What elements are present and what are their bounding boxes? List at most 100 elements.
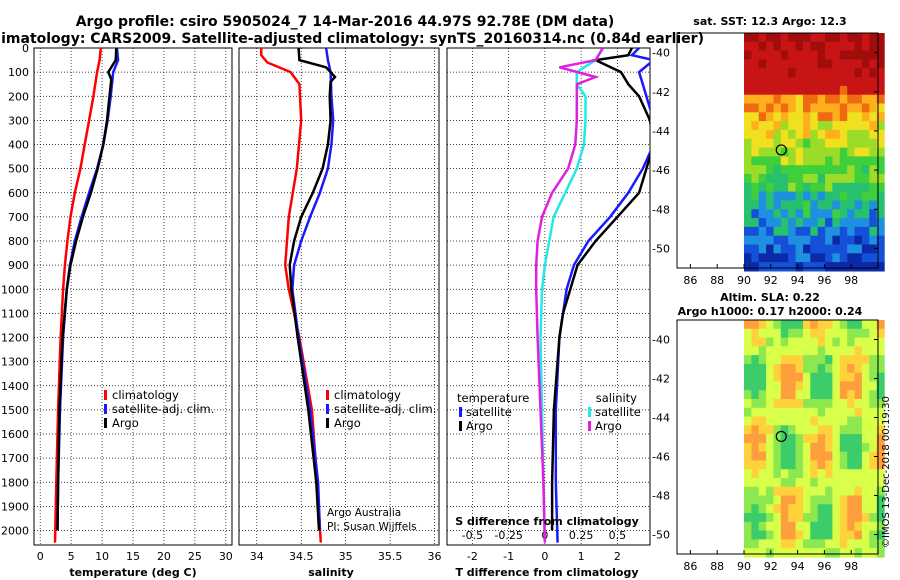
map-cell bbox=[788, 41, 797, 52]
map-cell bbox=[788, 363, 797, 374]
map-cell bbox=[788, 138, 797, 149]
map-cell bbox=[795, 129, 804, 140]
map-cell bbox=[758, 355, 767, 365]
map-cell bbox=[773, 363, 782, 374]
map-cell bbox=[869, 50, 878, 60]
map-cell bbox=[810, 94, 819, 105]
map-cell bbox=[773, 504, 782, 514]
map-cell bbox=[854, 77, 863, 87]
map-cell bbox=[744, 504, 752, 514]
map-cell bbox=[869, 451, 878, 461]
y-tick-label: 1100 bbox=[1, 307, 29, 320]
map-cell bbox=[854, 200, 863, 210]
map-cell bbox=[773, 253, 782, 263]
x-tick-label: 1 bbox=[578, 550, 585, 563]
map-cell bbox=[869, 504, 878, 514]
map-cell bbox=[847, 442, 856, 453]
map-cell bbox=[795, 121, 804, 131]
map-cell bbox=[751, 77, 760, 87]
x-axis-label: T difference from climatology bbox=[455, 566, 638, 579]
map-cell bbox=[758, 50, 767, 60]
map-cell bbox=[869, 328, 878, 339]
map-cell bbox=[854, 33, 863, 43]
map-cell bbox=[810, 469, 819, 479]
map-cell bbox=[773, 451, 782, 461]
map-cell bbox=[869, 209, 878, 219]
x-tick-label: 86 bbox=[683, 274, 697, 287]
map-cell bbox=[780, 495, 789, 505]
map-cell bbox=[861, 235, 870, 246]
map-cell bbox=[854, 442, 863, 453]
map-cell bbox=[766, 138, 775, 149]
map-cell bbox=[876, 495, 885, 505]
map-cell bbox=[788, 355, 797, 365]
map-cell bbox=[810, 191, 819, 201]
argo-position-marker bbox=[775, 430, 787, 443]
map-cell bbox=[780, 191, 789, 201]
map-cell bbox=[810, 407, 819, 418]
map-cell bbox=[847, 174, 856, 184]
map-cell bbox=[795, 94, 804, 105]
map-cell bbox=[869, 478, 878, 488]
map-cell bbox=[758, 33, 767, 43]
map-cell bbox=[825, 235, 834, 246]
map-cell bbox=[876, 165, 885, 175]
map-cell bbox=[839, 486, 848, 497]
map-cell bbox=[810, 253, 819, 263]
map-cell bbox=[817, 530, 826, 540]
map-cell bbox=[861, 328, 870, 339]
map-cell bbox=[780, 548, 789, 558]
map-cell bbox=[825, 495, 834, 505]
map-cell bbox=[817, 253, 826, 263]
map-cell bbox=[847, 165, 856, 175]
map-cell bbox=[847, 226, 856, 237]
map-cell bbox=[854, 262, 863, 272]
map-cell bbox=[825, 191, 834, 201]
map-cell bbox=[810, 138, 819, 149]
map-cell bbox=[758, 539, 767, 549]
map-cell bbox=[839, 399, 848, 409]
map-cell bbox=[758, 486, 767, 497]
map-cell bbox=[861, 442, 870, 453]
map-cell bbox=[839, 539, 848, 549]
map-cell bbox=[751, 235, 760, 246]
map-cell bbox=[817, 138, 826, 149]
y-tick-label: -46 bbox=[652, 451, 670, 464]
map-cell bbox=[758, 121, 767, 131]
map-cell bbox=[854, 320, 863, 330]
map-cell bbox=[832, 235, 841, 246]
map-cell bbox=[766, 486, 775, 497]
map-cell bbox=[825, 262, 834, 272]
map-cell bbox=[854, 355, 863, 365]
map-cell bbox=[744, 328, 752, 339]
map-cell bbox=[744, 548, 752, 558]
map-cell bbox=[825, 539, 834, 549]
legend-label: satellite bbox=[595, 405, 641, 419]
map-cell bbox=[832, 478, 841, 488]
x-tick-label: 94 bbox=[791, 274, 805, 287]
map-cell bbox=[861, 41, 870, 52]
map-cell bbox=[773, 390, 782, 400]
map-cell bbox=[810, 530, 819, 540]
y-tick-label: -40 bbox=[652, 334, 670, 347]
map-cell bbox=[861, 460, 870, 470]
map-cell bbox=[825, 328, 834, 339]
map-cell bbox=[810, 451, 819, 461]
map-cell bbox=[817, 478, 826, 488]
map-cell bbox=[788, 94, 797, 105]
map-cell bbox=[795, 328, 804, 339]
y-tick-label: 2000 bbox=[1, 525, 29, 538]
map-cell bbox=[803, 156, 811, 166]
map-cell bbox=[847, 363, 856, 374]
x-tick-label: 90 bbox=[737, 560, 751, 573]
x-tick-label: 34 bbox=[250, 550, 264, 563]
map-cell bbox=[832, 50, 841, 60]
map-cell bbox=[854, 381, 863, 391]
map-cell bbox=[817, 539, 826, 549]
map-cell bbox=[854, 486, 863, 497]
figure-title-line1: Argo profile: csiro 5905024_7 14-Mar-201… bbox=[76, 14, 615, 30]
map-cell bbox=[869, 244, 878, 254]
map-cell bbox=[825, 244, 834, 254]
map-cell bbox=[780, 156, 789, 166]
map-cell bbox=[854, 451, 863, 461]
